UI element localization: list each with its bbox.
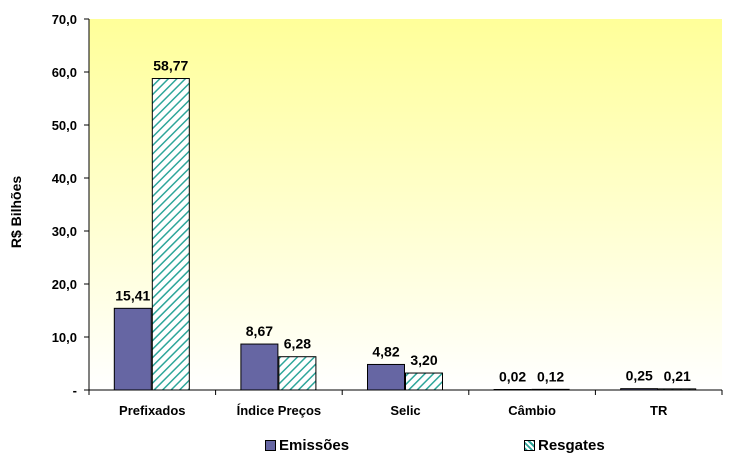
data-label: 4,82 (372, 343, 399, 359)
data-label: 3,20 (410, 352, 437, 368)
y-tick-label: - (73, 383, 77, 398)
legend-label-emissoes: Emissões (279, 437, 350, 454)
legend-resgates: Resgates (524, 437, 605, 454)
x-tick-label: Prefixados (119, 403, 185, 418)
y-tick-label: 30,0 (52, 224, 77, 239)
x-tick-label: TR (650, 403, 668, 418)
bar-emissoes (367, 363, 405, 391)
x-tick-label: Selic (390, 403, 420, 418)
y-tick-label: 20,0 (52, 277, 77, 292)
bar-resgates (151, 78, 190, 391)
x-tick-label: Câmbio (508, 403, 556, 418)
x-tick-label: Índice Preços (237, 403, 322, 418)
bar-resgates (405, 372, 443, 391)
data-label: 0,25 (626, 368, 653, 384)
bar-emissoes (113, 307, 152, 391)
legend-label-resgates: Resgates (538, 437, 605, 454)
y-tick-label: 60,0 (52, 65, 77, 80)
y-axis-title: R$ Bilhões (8, 176, 24, 249)
bar-emissoes (240, 343, 279, 391)
data-label: 58,77 (153, 58, 188, 74)
data-label: 15,41 (115, 287, 150, 303)
bar-resgates (278, 356, 317, 391)
bar-resgates (531, 388, 570, 391)
y-tick-label: 50,0 (52, 118, 77, 133)
data-label: 6,28 (284, 336, 311, 352)
legend-emissoes: Emissões (265, 437, 349, 454)
data-label: 0,02 (499, 369, 526, 385)
y-tick-label: 70,0 (52, 12, 77, 27)
data-labels: 15,41 8,67 4,82 0,02 0,25 58,77 6,28 3,20 0,12 0,… (115, 58, 691, 385)
legend-swatch-emissoes (265, 440, 276, 451)
data-label: 8,67 (246, 323, 273, 339)
data-label: 0,12 (537, 368, 564, 384)
y-tick-label: 40,0 (52, 171, 77, 186)
bar-resgates (658, 388, 697, 391)
bar-emissoes (493, 389, 532, 391)
plot-area-background (89, 19, 722, 390)
legend-swatch-resgates (524, 440, 535, 451)
y-tick-label: 10,0 (52, 330, 77, 345)
data-label: 0,21 (664, 368, 691, 384)
bars (113, 78, 697, 391)
bar-emissoes (620, 388, 659, 391)
